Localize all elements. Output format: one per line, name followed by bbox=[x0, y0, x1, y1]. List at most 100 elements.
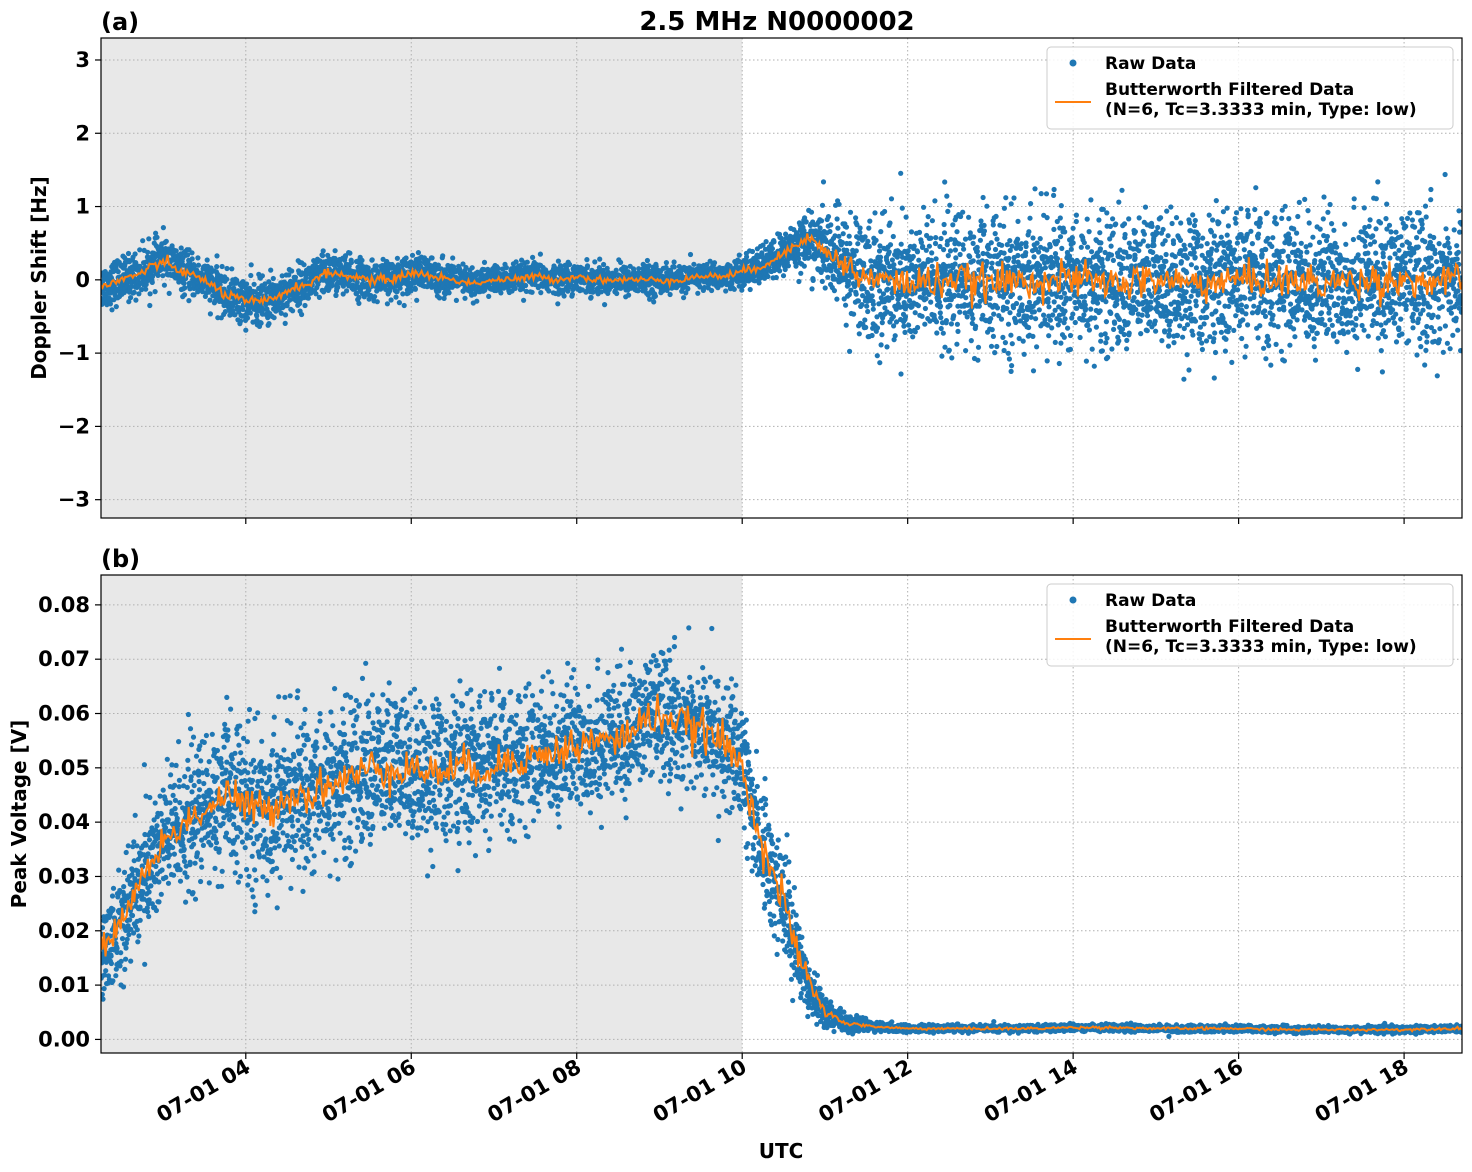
figure-title: 2.5 MHz N0000002 bbox=[639, 7, 914, 37]
raw-data-point bbox=[347, 250, 353, 256]
raw-data-point bbox=[932, 240, 939, 247]
raw-data-point bbox=[128, 295, 134, 301]
raw-data-point bbox=[966, 214, 972, 220]
raw-data-point bbox=[920, 243, 926, 250]
raw-data-point bbox=[145, 249, 151, 255]
raw-data-point bbox=[569, 291, 576, 297]
raw-data-point bbox=[808, 209, 815, 215]
raw-data-point bbox=[1073, 212, 1079, 218]
raw-data-point bbox=[887, 220, 893, 226]
raw-data-point bbox=[898, 170, 904, 176]
raw-data-point bbox=[356, 300, 362, 306]
raw-data-point bbox=[143, 286, 149, 292]
raw-data-point bbox=[1001, 250, 1007, 256]
raw-data-point bbox=[365, 265, 371, 271]
raw-data-point bbox=[992, 231, 998, 237]
raw-data-point bbox=[546, 288, 552, 294]
raw-data-point bbox=[1103, 340, 1109, 346]
raw-data-point bbox=[923, 296, 929, 302]
raw-data-point bbox=[973, 323, 979, 329]
raw-data-point bbox=[524, 259, 530, 265]
raw-data-point bbox=[601, 261, 607, 268]
raw-data-point bbox=[394, 289, 400, 295]
raw-data-point bbox=[204, 257, 210, 263]
raw-data-point bbox=[224, 265, 230, 272]
raw-data-point bbox=[756, 280, 762, 286]
raw-data-point bbox=[224, 276, 230, 282]
raw-data-point bbox=[195, 262, 202, 268]
raw-data-point bbox=[1061, 334, 1067, 340]
raw-data-point bbox=[297, 300, 303, 307]
raw-data-point bbox=[618, 259, 624, 265]
raw-data-point bbox=[1042, 317, 1048, 323]
raw-data-point bbox=[1110, 257, 1116, 263]
raw-data-point bbox=[1104, 210, 1110, 216]
raw-data-point bbox=[1049, 325, 1055, 331]
raw-data-point bbox=[906, 322, 912, 328]
raw-data-point bbox=[359, 257, 365, 263]
raw-data-point bbox=[1097, 308, 1103, 314]
raw-data-point bbox=[207, 297, 213, 303]
raw-data-point bbox=[268, 267, 274, 273]
raw-data-point bbox=[987, 295, 993, 301]
raw-data-point bbox=[862, 317, 868, 323]
raw-data-point bbox=[128, 283, 134, 290]
raw-data-point bbox=[971, 234, 977, 240]
raw-data-point bbox=[400, 291, 406, 297]
raw-data-point bbox=[1092, 315, 1098, 321]
raw-data-point bbox=[219, 263, 225, 270]
raw-data-point bbox=[771, 239, 777, 245]
raw-data-point bbox=[866, 243, 872, 249]
raw-data-point bbox=[136, 291, 142, 297]
raw-data-point bbox=[1065, 325, 1071, 331]
raw-data-point bbox=[584, 263, 591, 269]
raw-data-point bbox=[1067, 332, 1074, 339]
raw-data-point bbox=[1055, 238, 1061, 244]
raw-data-point bbox=[462, 295, 468, 301]
raw-data-point bbox=[1030, 333, 1036, 339]
raw-data-point bbox=[922, 305, 929, 312]
raw-data-point bbox=[396, 300, 402, 306]
raw-data-point bbox=[831, 288, 838, 294]
raw-data-point bbox=[822, 285, 828, 291]
raw-data-point bbox=[397, 285, 403, 291]
raw-data-point bbox=[189, 250, 195, 256]
raw-data-point bbox=[166, 290, 172, 296]
raw-data-point bbox=[140, 238, 146, 244]
raw-data-point bbox=[474, 298, 480, 304]
raw-data-point bbox=[1067, 346, 1073, 352]
raw-data-point bbox=[923, 247, 929, 253]
raw-data-point bbox=[963, 348, 969, 354]
plot-area bbox=[101, 170, 1462, 382]
raw-data-point bbox=[1097, 246, 1103, 252]
raw-data-point bbox=[1009, 363, 1015, 369]
raw-data-point bbox=[1077, 334, 1083, 341]
raw-data-point bbox=[403, 255, 409, 261]
raw-data-point bbox=[1112, 320, 1118, 326]
raw-data-point bbox=[450, 255, 456, 261]
raw-data-point bbox=[828, 222, 834, 228]
raw-data-point bbox=[902, 329, 908, 335]
raw-data-point bbox=[924, 222, 930, 228]
raw-data-point bbox=[984, 203, 990, 209]
raw-data-point bbox=[1017, 295, 1023, 301]
raw-data-point bbox=[1042, 265, 1048, 271]
raw-data-point bbox=[1058, 203, 1064, 209]
raw-data-point bbox=[415, 250, 421, 256]
raw-data-point bbox=[1004, 305, 1010, 312]
raw-data-point bbox=[1084, 216, 1090, 222]
raw-data-point bbox=[960, 209, 966, 215]
raw-data-point bbox=[911, 243, 917, 249]
raw-data-point bbox=[836, 201, 842, 207]
raw-data-point bbox=[938, 235, 944, 242]
raw-data-point bbox=[926, 243, 933, 249]
raw-data-point bbox=[1023, 243, 1029, 250]
raw-data-point bbox=[1032, 186, 1038, 192]
raw-data-point bbox=[278, 310, 284, 316]
raw-data-point bbox=[1082, 293, 1088, 299]
raw-data-point bbox=[1108, 310, 1114, 316]
raw-data-point bbox=[1041, 312, 1047, 318]
raw-data-point bbox=[941, 221, 947, 228]
raw-data-point bbox=[1058, 294, 1064, 300]
raw-data-point bbox=[938, 315, 944, 321]
